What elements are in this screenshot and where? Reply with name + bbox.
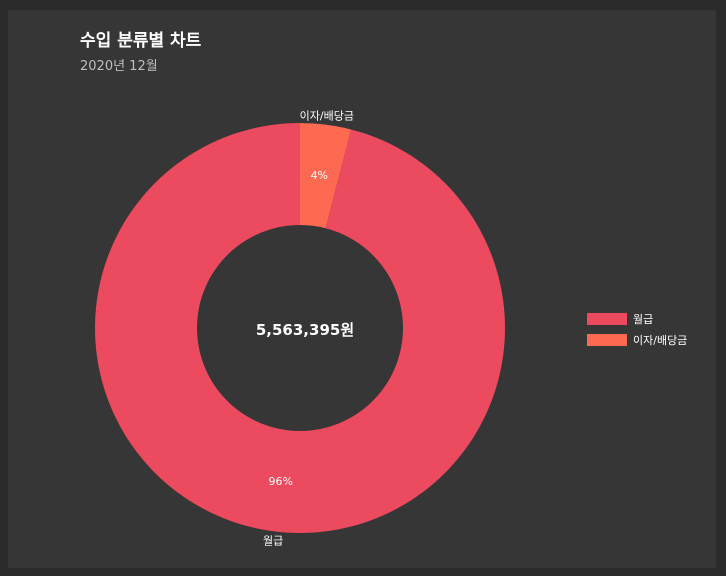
- legend-swatch-0: [587, 313, 627, 325]
- legend-item-1[interactable]: 이자/배당금: [587, 332, 687, 348]
- chart-subtitle: 2020년 12월: [80, 59, 158, 74]
- legend-label-1: 이자/배당금: [633, 334, 688, 347]
- slice-1[interactable]: [300, 123, 351, 229]
- slice-value-label-1: 4%: [311, 169, 328, 182]
- chart-title: 수입 분류별 차트: [80, 31, 202, 51]
- legend-item-0[interactable]: 월급: [587, 311, 687, 327]
- legend-label-0: 월급: [633, 313, 654, 326]
- doughnut-slices: [95, 123, 506, 533]
- center-total-label: 5,563,395원: [256, 321, 354, 339]
- legend-swatch-1: [587, 334, 627, 346]
- doughnut-labels: 96% 월급 4% 이자/배당금: [263, 110, 354, 548]
- slice-0[interactable]: [95, 123, 506, 533]
- slice-category-label-1: 이자/배당금: [300, 110, 354, 123]
- slice-value-label-0: 96%: [268, 475, 292, 488]
- slice-category-label-0: 월급: [263, 534, 283, 547]
